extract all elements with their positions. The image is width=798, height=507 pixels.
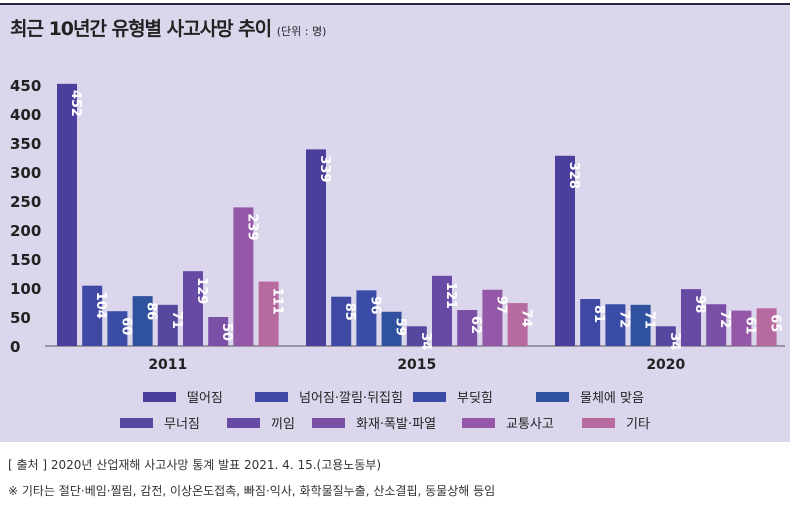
x-tick-label: 2015 (397, 357, 436, 373)
legend-label: 교통사고 (506, 417, 554, 432)
bar (555, 155, 575, 346)
y-tick-label: 150 (10, 251, 41, 269)
chart-panel (0, 3, 790, 442)
legend-label: 부딪힘 (457, 391, 493, 406)
y-tick-label: 200 (10, 222, 41, 240)
y-tick-label: 350 (10, 135, 41, 153)
x-tick-label: 2011 (148, 357, 187, 373)
y-tick-label: 50 (10, 309, 31, 327)
legend-label: 화재·폭발·파열 (356, 417, 436, 432)
data-label: 62 (468, 316, 483, 334)
bar (655, 326, 676, 346)
data-label: 104 (93, 292, 108, 319)
legend-swatch (312, 418, 345, 428)
data-label: 86 (144, 302, 159, 320)
data-label: 129 (194, 277, 209, 304)
legend-swatch (255, 392, 288, 402)
data-label: 81 (591, 305, 606, 323)
data-label: 34 (667, 332, 682, 350)
title-text: 최근 10년간 유형별 사고사망 추이 (10, 18, 272, 40)
legend-swatch (227, 418, 260, 428)
bar (605, 304, 626, 346)
chart-title: 최근 10년간 유형별 사고사망 추이 (단위 : 명) (10, 14, 326, 41)
data-label: 121 (443, 282, 458, 309)
data-label: 72 (717, 310, 732, 328)
x-tick-label: 2020 (646, 357, 685, 373)
data-label: 74 (519, 309, 534, 327)
bar (406, 326, 427, 346)
bar-chart: 0 50 100 150 200 250 300 350 400 450 452 104 60 86 71 1… (10, 77, 785, 432)
data-label: 339 (317, 155, 332, 182)
legend-swatch (462, 418, 495, 428)
data-label: 61 (742, 317, 757, 335)
data-label: 239 (244, 213, 259, 240)
bar (331, 296, 352, 346)
legend-label: 끼임 (271, 417, 295, 432)
bar (356, 290, 377, 346)
data-label: 50 (219, 323, 234, 341)
bar (107, 311, 128, 346)
bar (258, 281, 279, 346)
data-label: 34 (418, 332, 433, 350)
legend-swatch (143, 392, 176, 402)
data-label: 452 (68, 90, 83, 117)
legend-label: 물체에 맞음 (580, 391, 644, 406)
bar (432, 275, 452, 346)
bar (731, 310, 752, 346)
bar (233, 207, 254, 346)
bar (57, 83, 77, 346)
y-tick-label: 300 (10, 164, 41, 182)
legend-label: 넘어짐·깔림·뒤집힘 (299, 391, 403, 406)
y-tick-label: 100 (10, 280, 41, 298)
data-label: 71 (642, 311, 657, 329)
bar (381, 311, 402, 346)
y-tick-label: 250 (10, 193, 41, 211)
bar (706, 304, 727, 346)
data-label: 98 (692, 295, 707, 313)
data-label: 71 (169, 311, 184, 329)
legend-swatch (120, 418, 153, 428)
bar (507, 303, 528, 346)
bar (630, 304, 651, 346)
bar (482, 289, 503, 346)
legend-swatch (413, 392, 446, 402)
data-label: 85 (342, 303, 357, 321)
data-label: 65 (768, 314, 783, 332)
legend-swatch (536, 392, 569, 402)
legend-label: 무너짐 (164, 417, 200, 432)
bar (183, 271, 203, 346)
bar (82, 285, 103, 346)
y-tick-label: 450 (10, 77, 41, 95)
y-tick-label: 400 (10, 106, 41, 124)
data-label: 111 (270, 288, 285, 315)
note-text: ※ 기타는 절단·베임·찔림, 감전, 이상온도접촉, 빠짐·익사, 화학물질누… (8, 484, 496, 498)
legend-label: 기타 (626, 417, 650, 432)
data-label: 60 (118, 317, 133, 335)
y-tick-label: 0 (10, 338, 20, 356)
legend-label: 떨어짐 (187, 391, 223, 406)
bar (457, 310, 478, 346)
data-label: 328 (566, 162, 581, 189)
unit-label: (단위 : 명) (276, 25, 327, 38)
data-label: 59 (393, 318, 408, 336)
bar (208, 317, 229, 346)
data-label: 72 (616, 310, 631, 328)
data-label: 97 (493, 296, 508, 314)
bar (132, 296, 153, 346)
bar (681, 289, 701, 346)
bar (756, 308, 777, 346)
data-label: 96 (367, 296, 382, 314)
legend-swatch (582, 418, 615, 428)
bar (306, 149, 326, 346)
source-text: [ 출처 ] 2020년 산업재해 사고사망 통계 발표 2021. 4. 15… (8, 458, 382, 472)
bar (580, 299, 601, 346)
bar (157, 304, 178, 346)
